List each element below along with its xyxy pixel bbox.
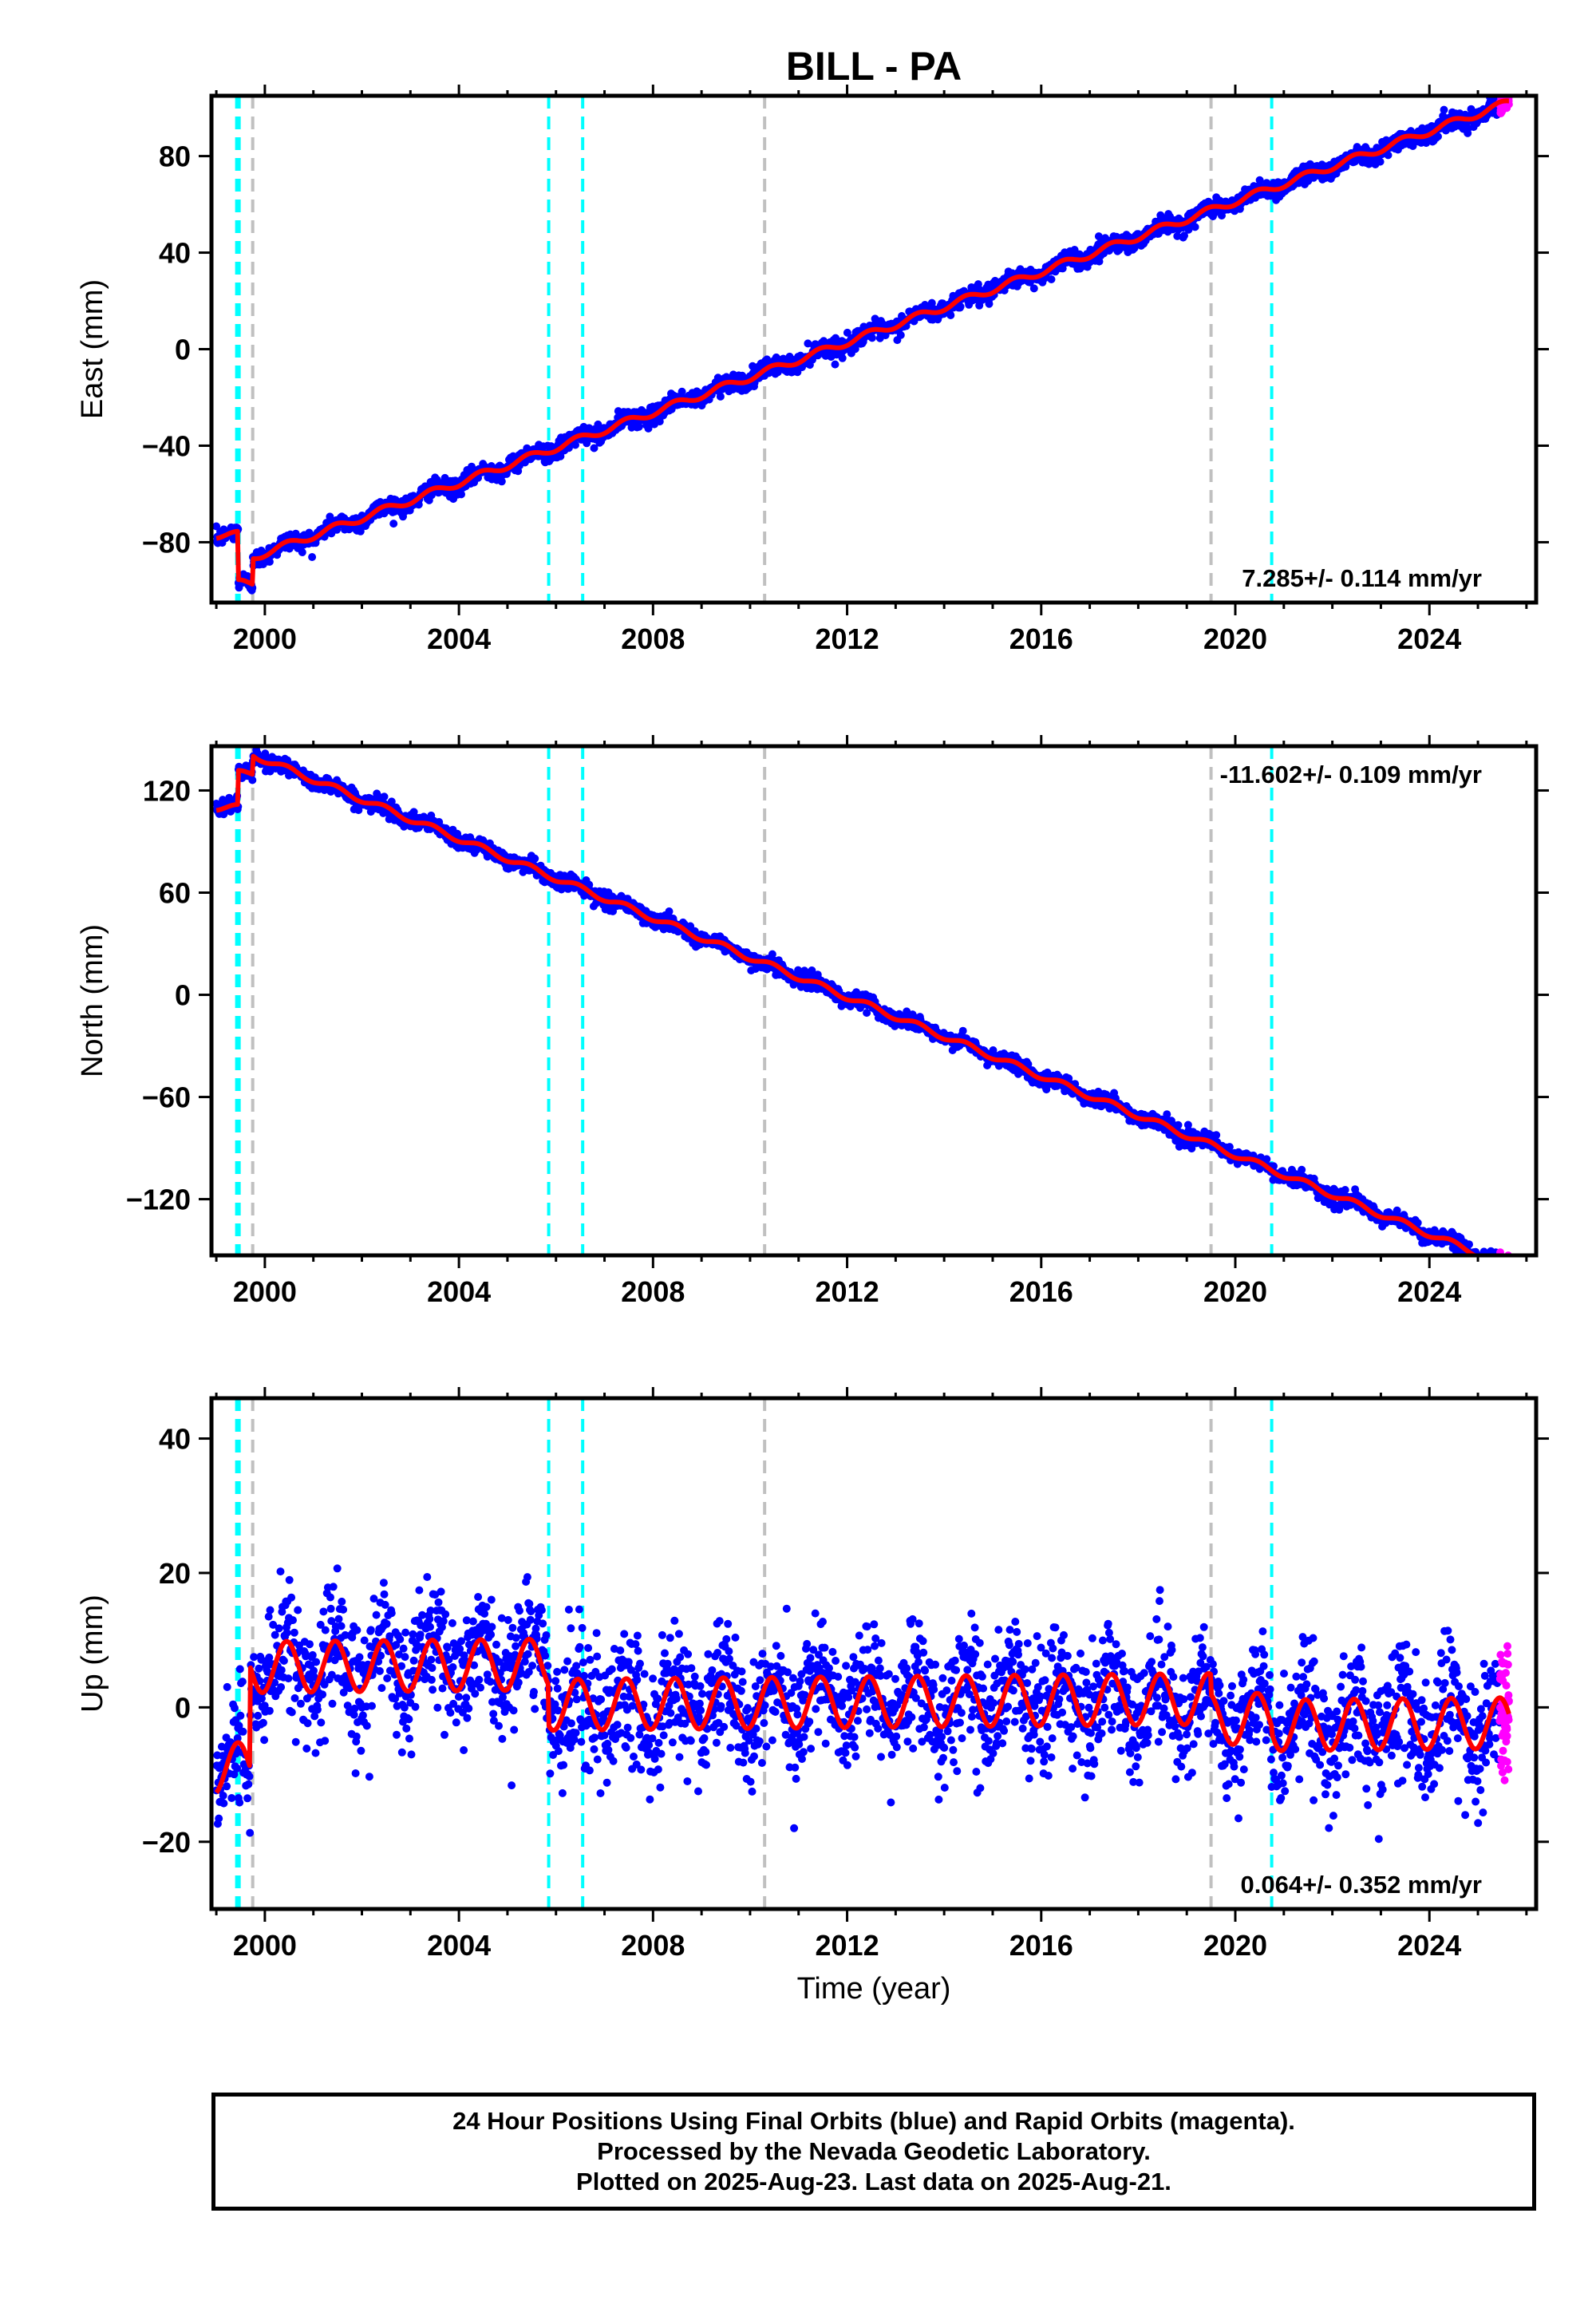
x-tick-label: 2004 <box>427 622 491 655</box>
x-tick-label: 2020 <box>1203 1929 1267 1962</box>
y-tick-label: 20 <box>159 1557 191 1590</box>
x-tick-label: 2008 <box>621 1275 685 1308</box>
y-axis-label: Up (mm) <box>76 1595 109 1713</box>
y-tick-label: −20 <box>142 1826 191 1859</box>
rate-annotation: 7.285+/- 0.114 mm/yr <box>1242 564 1482 592</box>
x-tick-label: 2012 <box>816 1275 879 1308</box>
y-axis-label: East (mm) <box>76 279 109 419</box>
north-panel: 2000 2004 2008 2012 2016 2020 2024 120 60 0 −60 −12… <box>76 735 1549 1308</box>
up-axes: 2000 2004 2008 2012 2016 2020 2024 40 20 0 −20 Up (… <box>76 1387 1549 2006</box>
footer-caption-box: 24 Hour Positions Using Final Orbits (bl… <box>211 2093 1536 2211</box>
x-tick-label: 2020 <box>1203 1275 1267 1308</box>
event-lines <box>235 96 1274 603</box>
x-tick-label: 2000 <box>233 1275 297 1308</box>
y-tick-label: 0 <box>175 979 191 1012</box>
chart-title: BILL - PA <box>786 44 962 89</box>
x-tick-label: 2020 <box>1203 622 1267 655</box>
plot-frame <box>209 1396 1539 1911</box>
y-tick-label: 120 <box>143 774 191 807</box>
y-tick-label: 60 <box>159 877 191 910</box>
up-plot-area <box>212 1398 1513 1909</box>
x-tick-label: 2000 <box>233 1929 297 1962</box>
x-tick-label: 2012 <box>816 622 879 655</box>
footer-line-2: Processed by the Nevada Geodetic Laborat… <box>597 2137 1151 2165</box>
y-tick-label: −120 <box>126 1184 191 1216</box>
x-tick-label: 2016 <box>1009 1275 1073 1308</box>
y-tick-label: −60 <box>142 1081 191 1114</box>
footer-line-1: 24 Hour Positions Using Final Orbits (bl… <box>452 2107 1295 2135</box>
y-tick-label: −80 <box>142 526 191 559</box>
x-tick-label: 2016 <box>1009 1929 1073 1962</box>
east-plot-area <box>212 96 1513 603</box>
east-axes: 2000 2004 2008 2012 2016 2020 2024 80 40 0 −40 −80 E… <box>76 85 1549 655</box>
y-tick-label: 40 <box>159 237 191 270</box>
x-tick-label: 2004 <box>427 1929 491 1962</box>
y-tick-label: −40 <box>142 429 191 462</box>
x-tick-label: 2024 <box>1397 1929 1461 1962</box>
x-tick-label: 2008 <box>621 1929 685 1962</box>
x-tick-label: 2000 <box>233 622 297 655</box>
model-fit-line <box>214 1636 1511 1794</box>
y-tick-label: 0 <box>175 334 191 366</box>
rate-annotation: -11.602+/- 0.109 mm/yr <box>1220 761 1482 788</box>
footer-line-3: Plotted on 2025-Aug-23. Last data on 202… <box>576 2168 1171 2195</box>
model-fit-line <box>215 753 1491 1255</box>
x-tick-label: 2024 <box>1397 1275 1461 1308</box>
x-tick-label: 2008 <box>621 622 685 655</box>
x-tick-label: 2024 <box>1397 622 1461 655</box>
x-tick-label: 2016 <box>1009 622 1073 655</box>
north-plot-area <box>212 746 1512 1255</box>
y-tick-label: 40 <box>159 1423 191 1456</box>
rate-annotation: 0.064+/- 0.352 mm/yr <box>1241 1871 1482 1899</box>
up-panel: 2000 2004 2008 2012 2016 2020 2024 40 20 0 −20 Up (… <box>76 1387 1549 2006</box>
model-fit-line <box>215 98 1511 587</box>
x-axis-label: Time (year) <box>797 1972 951 2006</box>
north-axes: 2000 2004 2008 2012 2016 2020 2024 120 60 0 −60 −12… <box>76 735 1549 1308</box>
y-tick-label: 0 <box>175 1691 191 1724</box>
east-panel: 2000 2004 2008 2012 2016 2020 2024 80 40 0 −40 −80 E… <box>76 85 1549 655</box>
y-axis-label: North (mm) <box>76 924 109 1077</box>
final-orbit-points <box>212 746 1504 1255</box>
y-tick-label: 80 <box>159 140 191 173</box>
plot-frame <box>209 744 1539 1258</box>
x-tick-label: 2004 <box>427 1275 491 1308</box>
x-tick-label: 2012 <box>816 1929 879 1962</box>
